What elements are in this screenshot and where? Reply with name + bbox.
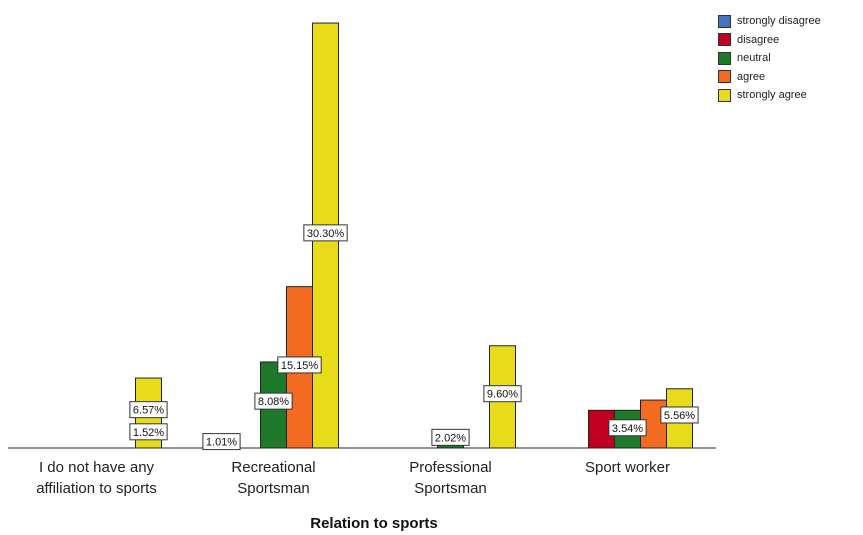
data-label: 15.15%: [277, 356, 322, 374]
data-label: 1.01%: [202, 433, 241, 451]
data-label-text: 3.54%: [612, 423, 643, 435]
data-label-text: 1.52%: [133, 427, 164, 439]
category-tick-label: Sport worker: [585, 459, 670, 476]
data-label-text: 15.15%: [281, 360, 319, 372]
legend-item: neutral: [718, 49, 821, 68]
data-label-text: 6.57%: [133, 405, 164, 417]
data-label-box: [660, 406, 699, 424]
legend-item: strongly disagree: [718, 12, 821, 31]
legend-label: neutral: [737, 52, 771, 65]
category-tick-label: I do not have any affiliation to sports: [36, 459, 157, 497]
legend: strongly disagree disagree neutral agree str…: [718, 12, 821, 105]
data-label-text: 5.56%: [664, 410, 695, 422]
legend-swatch: [718, 88, 731, 102]
data-label-text: 8.08%: [258, 396, 289, 408]
data-label: 2.02%: [431, 428, 470, 446]
data-label: 6.57%: [129, 401, 168, 419]
data-label-box: [303, 224, 348, 242]
data-label-text: 9.60%: [487, 389, 518, 401]
data-label: 5.56%: [660, 406, 699, 424]
data-label: 8.08%: [254, 392, 293, 410]
legend-label: strongly agree: [737, 89, 807, 102]
data-label: 30.30%: [303, 224, 348, 242]
data-label: 3.54%: [608, 419, 647, 437]
legend-swatch: [718, 33, 731, 47]
legend-label: strongly disagree: [737, 15, 821, 28]
data-label-text: 30.30%: [307, 228, 345, 240]
bars: [135, 22, 693, 449]
category-tick-label: Professional Sportsman: [409, 459, 492, 497]
legend-label: agree: [737, 70, 766, 83]
data-label-text: 2.02%: [435, 432, 466, 444]
data-label-box: [277, 356, 322, 374]
data-label-box: [608, 419, 647, 437]
legend-swatch: [718, 70, 731, 84]
category-tick-labels: I do not have any affiliation to sports Re…: [36, 459, 670, 497]
data-label-box: [431, 428, 470, 446]
category-tick-label: Recreational Sportsman: [231, 459, 315, 497]
data-label-text: 1.01%: [206, 437, 237, 449]
legend-item: strongly agree: [718, 86, 821, 105]
x-axis-title: Relation to sports: [310, 515, 438, 532]
data-label: 9.60%: [483, 385, 522, 403]
legend-swatch: [718, 51, 731, 65]
data-label-box: [202, 433, 241, 451]
legend-swatch: [718, 14, 731, 28]
data-labels: 1.52% 6.57% 1.01% 8.08% 15.15% 30.30% 2.02% 9.6…: [129, 224, 699, 451]
data-label-box: [483, 385, 522, 403]
legend-item: agree: [718, 68, 821, 87]
legend-item: disagree: [718, 31, 821, 50]
data-label: 1.52%: [129, 423, 168, 441]
data-label-box: [129, 423, 168, 441]
legend-label: disagree: [737, 33, 780, 46]
data-label-box: [254, 392, 293, 410]
data-label-box: [129, 401, 168, 419]
